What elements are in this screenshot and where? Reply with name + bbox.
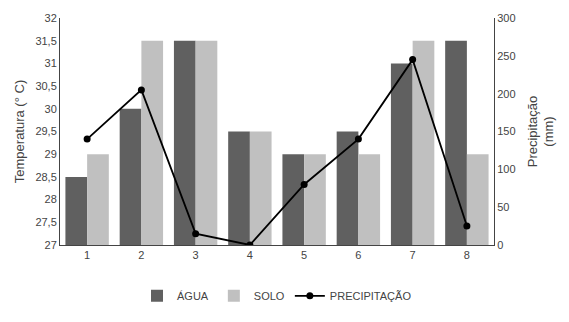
svg-text:SOLO: SOLO: [254, 290, 285, 302]
svg-text:27,5: 27,5: [35, 216, 56, 228]
svg-text:3: 3: [193, 249, 199, 261]
svg-text:ÁGUA: ÁGUA: [177, 290, 209, 302]
svg-text:4: 4: [247, 249, 253, 261]
svg-text:32: 32: [45, 12, 57, 24]
svg-text:31,5: 31,5: [35, 35, 56, 47]
svg-text:28,5: 28,5: [35, 171, 56, 183]
svg-text:8: 8: [464, 249, 470, 261]
svg-text:29: 29: [45, 148, 57, 160]
svg-text:30: 30: [45, 103, 57, 115]
svg-text:29,5: 29,5: [35, 125, 56, 137]
svg-text:27: 27: [45, 239, 57, 251]
svg-text:100: 100: [497, 163, 515, 175]
svg-text:5: 5: [301, 249, 307, 261]
svg-text:6: 6: [355, 249, 361, 261]
svg-text:PRECIPITAÇÃO: PRECIPITAÇÃO: [330, 290, 412, 302]
svg-text:150: 150: [497, 125, 515, 137]
svg-text:50: 50: [497, 201, 509, 213]
svg-text:7: 7: [410, 249, 416, 261]
svg-text:30,5: 30,5: [35, 80, 56, 92]
svg-text:Temperatura (° C): Temperatura (° C): [12, 80, 27, 183]
svg-text:31: 31: [45, 57, 57, 69]
svg-text:1: 1: [84, 249, 90, 261]
svg-text:200: 200: [497, 88, 515, 100]
svg-text:28: 28: [45, 193, 57, 205]
svg-text:2: 2: [138, 249, 144, 261]
svg-text:Precipitação(mm): Precipitação(mm): [525, 96, 557, 168]
svg-text:0: 0: [497, 239, 503, 251]
svg-text:300: 300: [497, 12, 515, 24]
svg-text:250: 250: [497, 50, 515, 62]
